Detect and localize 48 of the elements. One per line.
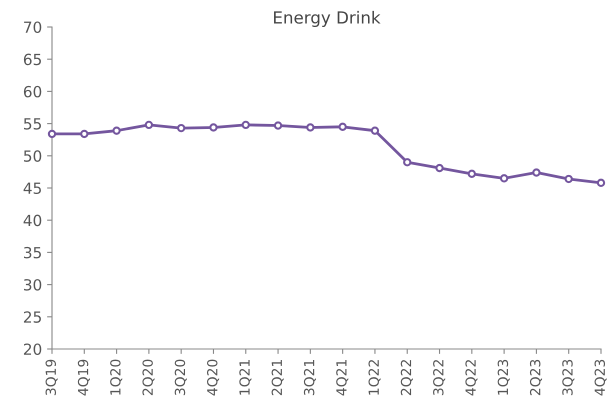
- point: [112, 126, 121, 135]
- x-tick-label: 3Q22: [433, 360, 446, 396]
- x-tick-label: 2Q23: [530, 360, 542, 396]
- x-tick-label: 4Q19: [78, 360, 90, 396]
- x-tick-label: 3Q19: [46, 360, 58, 396]
- x-tick-label: 2Q21: [272, 360, 284, 396]
- point: [274, 121, 282, 130]
- point: [403, 158, 412, 166]
- y-tick-label: 35: [24, 246, 41, 258]
- point: [144, 120, 154, 130]
- point: [338, 122, 347, 131]
- point: [564, 174, 573, 184]
- x-tick-label: 1Q21: [239, 360, 252, 395]
- x-tick-label: 4Q20: [206, 360, 220, 396]
- point: [48, 130, 56, 138]
- y-tick-label: 40: [24, 214, 42, 226]
- point: [468, 170, 476, 178]
- y-tick-label: 55: [24, 118, 41, 130]
- point: [596, 178, 606, 188]
- point: [435, 164, 444, 172]
- y-tick-label: 45: [24, 182, 41, 194]
- point: [500, 174, 508, 183]
- y-tick-label: 30: [24, 279, 42, 291]
- point: [177, 124, 186, 132]
- x-tick-label: 2Q20: [142, 360, 155, 396]
- x-tick-label: 1Q22: [368, 360, 381, 395]
- x-tick-label: 1Q20: [110, 360, 122, 395]
- y-tick-label: 25: [24, 311, 41, 323]
- y-tick-label: 70: [24, 21, 42, 34]
- point: [209, 123, 218, 132]
- x-tick-label: 4Q22: [465, 360, 478, 396]
- x-tick-label: 4Q21: [336, 360, 348, 396]
- point: [306, 123, 315, 132]
- y-tick-label: 60: [24, 86, 42, 98]
- y-tick-label: 50: [24, 150, 42, 162]
- y-tick-label: 65: [24, 54, 41, 66]
- x-tick-label: 3Q21: [304, 360, 316, 396]
- point: [242, 120, 250, 130]
- x-tick-label: 4Q23: [594, 360, 607, 396]
- point: [370, 126, 380, 135]
- chart-title: Energy Drink: [274, 10, 381, 27]
- x-tick-label: 3Q20: [174, 360, 187, 396]
- x-tick-label: 3Q23: [562, 360, 574, 396]
- x-tick-label: 2Q22: [400, 360, 413, 396]
- y-tick-label: 20: [24, 343, 42, 356]
- x-tick-label: 1Q23: [498, 360, 510, 395]
- point: [532, 168, 541, 177]
- point: [80, 130, 88, 138]
